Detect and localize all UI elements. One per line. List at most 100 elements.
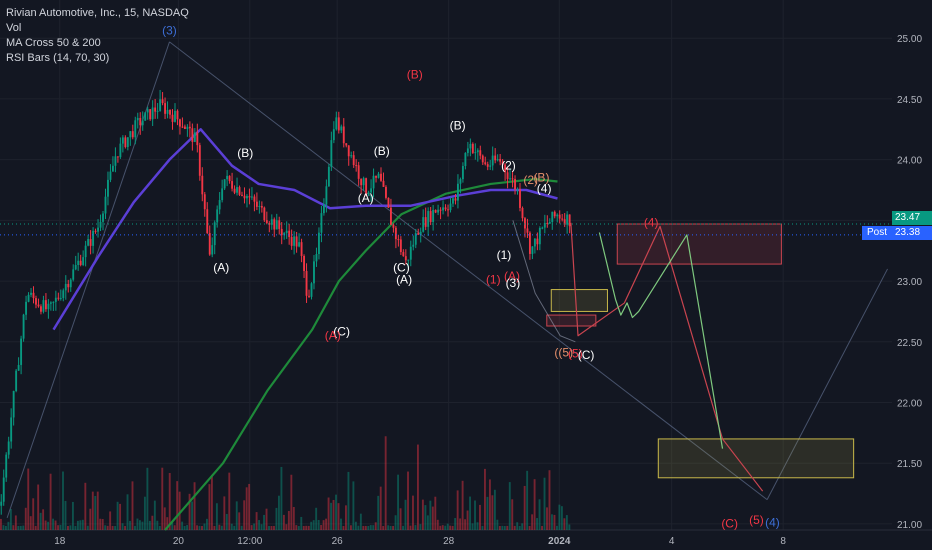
projection-red (570, 222, 764, 492)
wave-label: (A) (358, 191, 374, 205)
candle-body (332, 129, 335, 141)
volume-bar (146, 467, 149, 530)
volume-bar (44, 520, 47, 530)
legend-vol[interactable]: Vol (6, 22, 22, 34)
y-tick-label: 21.00 (897, 520, 922, 531)
candle-body (553, 211, 556, 217)
volume-bar (101, 519, 104, 530)
candle-body (476, 150, 479, 153)
candle-body (496, 159, 499, 161)
volume-bar (193, 482, 196, 530)
candle-body (397, 239, 400, 241)
volume-bar (295, 525, 298, 530)
volume-bar (121, 523, 124, 530)
wave-label: (3) (506, 276, 521, 290)
candle-body (541, 227, 544, 229)
volume-bar (300, 516, 303, 530)
candle-body (280, 228, 283, 236)
candle-body (382, 180, 385, 187)
volume-bar (488, 479, 491, 530)
legend-ma-cross[interactable]: MA Cross 50 & 200 (6, 37, 101, 49)
volume-bar (116, 501, 119, 530)
candle-body (87, 239, 90, 246)
candle-body (290, 237, 293, 246)
x-tick-label: 18 (54, 536, 66, 547)
candle-body (330, 140, 333, 167)
volume-bar (253, 523, 256, 530)
volume-bar (404, 499, 407, 530)
candle-body (164, 103, 167, 114)
volume-bar (9, 508, 12, 530)
volume-bar (372, 525, 375, 530)
wave-label: (4) (765, 515, 780, 529)
candle-body (198, 145, 201, 176)
volume-bar (416, 444, 419, 530)
y-tick-label: 24.00 (897, 156, 922, 167)
volume-bar (384, 436, 387, 530)
volume-bar (176, 481, 179, 530)
candle-body (558, 214, 561, 219)
candle-body (196, 132, 199, 146)
candle-body (206, 209, 209, 234)
volume-bar (558, 504, 561, 530)
candle-body (454, 198, 457, 201)
volume-bar (277, 495, 280, 530)
volume-bar (218, 524, 221, 530)
candle-body (437, 209, 440, 213)
candle-body (49, 302, 52, 304)
candle-body (414, 233, 417, 245)
volume-bar (340, 518, 342, 530)
candle-body (494, 155, 497, 161)
y-tick-label: 25.00 (897, 34, 922, 45)
candle-body (278, 220, 281, 229)
legend-title[interactable]: Rivian Automotive, Inc., 15, NASDAQ (6, 7, 189, 19)
volume-bar (99, 518, 102, 530)
volume-bar (292, 507, 295, 530)
candle-body (447, 209, 449, 211)
candle-body (99, 221, 102, 228)
candle-body (54, 297, 57, 302)
candle-body (233, 188, 236, 193)
candle-body (516, 189, 519, 191)
candle-body (218, 200, 221, 210)
volume-bar (282, 514, 285, 530)
candle-body (528, 232, 531, 254)
volume-bar (285, 524, 288, 530)
wave-label: (C) (333, 325, 350, 339)
candle-body (144, 112, 147, 121)
volume-bar (498, 525, 501, 530)
wave-label: (1) (486, 273, 501, 287)
candle-body (442, 207, 444, 211)
candle-body (432, 209, 435, 223)
volume-bar (307, 525, 310, 530)
candle-body (116, 156, 119, 158)
volume-bar (565, 515, 568, 530)
projection-gray (512, 220, 576, 343)
candle-body (310, 283, 313, 297)
candle-body (181, 126, 184, 128)
candle-body (201, 175, 204, 195)
legend-rsi-bars[interactable]: RSI Bars (14, 70, 30) (6, 52, 110, 64)
volume-bar (315, 507, 318, 530)
candle-body (521, 207, 524, 219)
volume-bar (156, 520, 159, 530)
candle-body (365, 178, 368, 195)
candle-body (325, 186, 328, 205)
candle-body (360, 178, 363, 186)
volume-bar (238, 512, 241, 530)
volume-bar (399, 508, 402, 530)
volume-bar (513, 525, 516, 530)
volume-bar (320, 524, 323, 530)
volume-bar (409, 525, 412, 530)
volume-bar (37, 484, 40, 530)
candle-body (556, 214, 559, 217)
candle-body (322, 204, 325, 214)
candle-body (248, 196, 251, 198)
candle-body (0, 501, 3, 506)
volume-bar (454, 518, 457, 530)
volume-bar (255, 512, 258, 530)
candle-body (300, 242, 303, 256)
volume-bar (14, 515, 17, 530)
candle-body (355, 165, 358, 167)
